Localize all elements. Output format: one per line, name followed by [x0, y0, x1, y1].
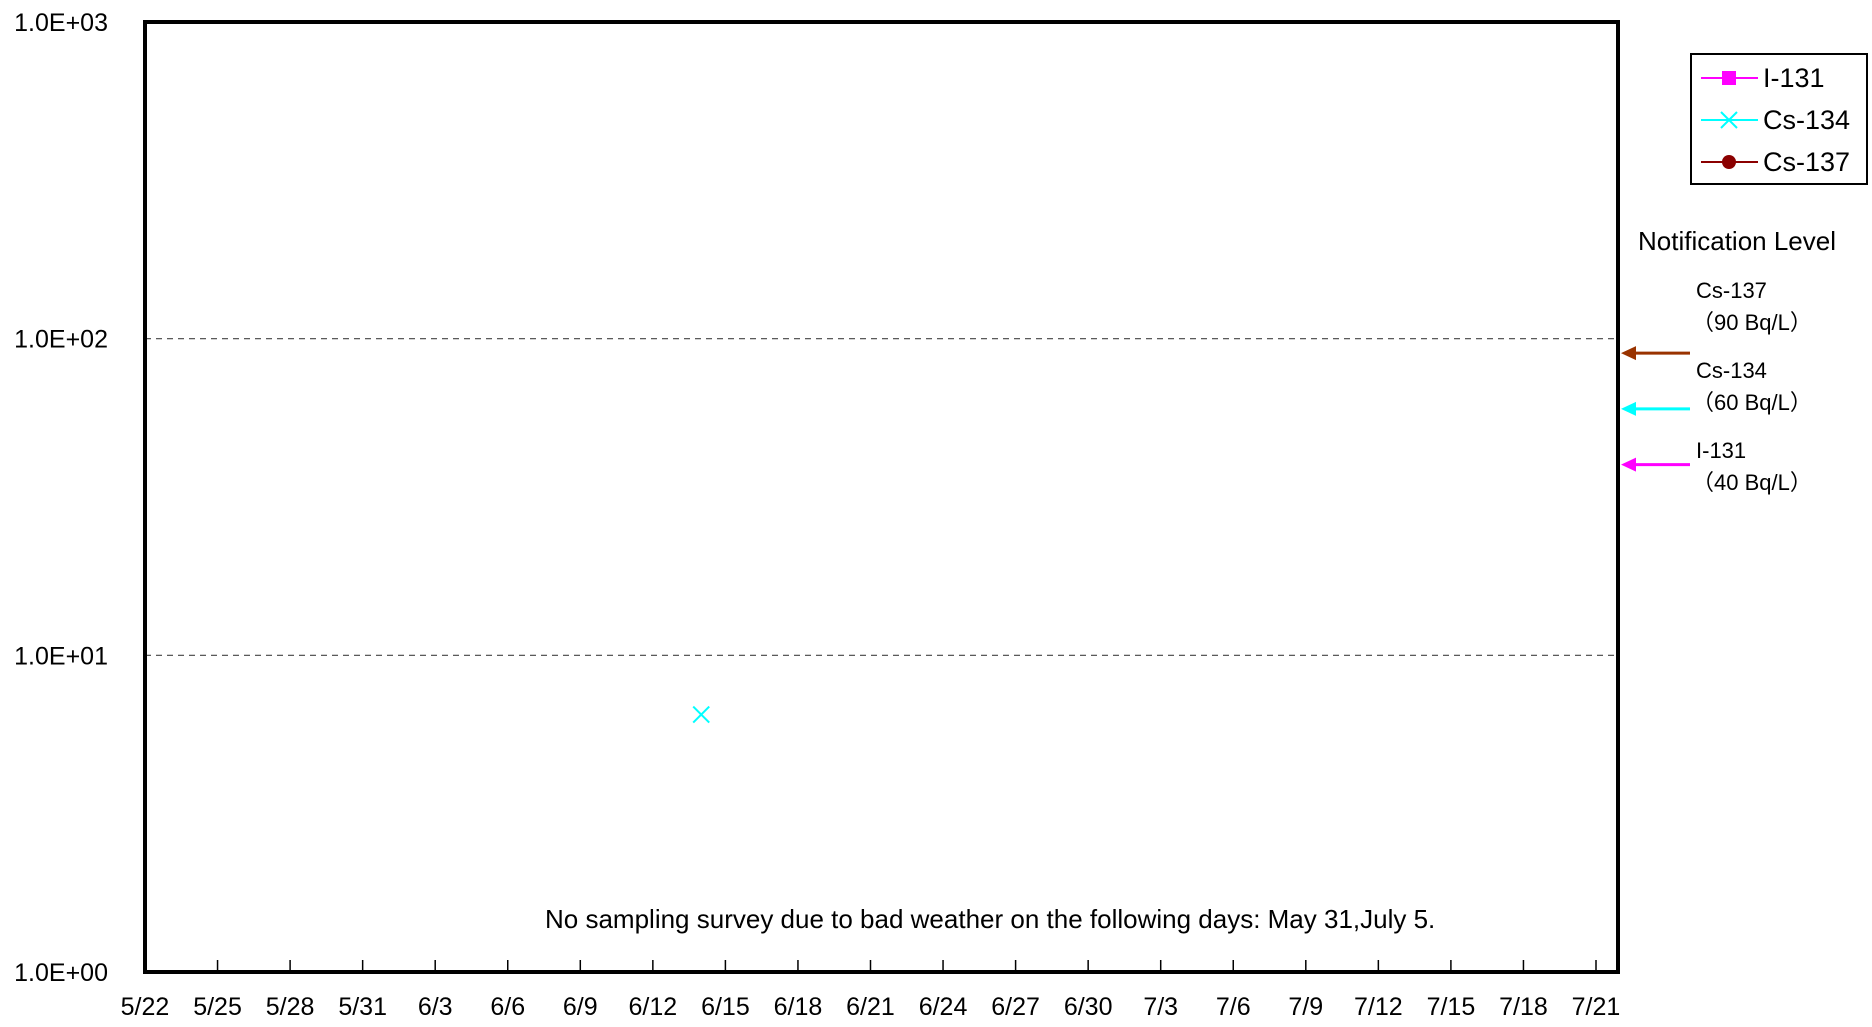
y-axis: 1.0E+00 1.0E+01 1.0E+02 1.0E+03	[14, 9, 108, 987]
data-points	[693, 707, 709, 723]
x-tick-label: 5/25	[193, 993, 242, 1021]
notification-level-title: Notification Level	[1638, 226, 1836, 256]
x-tick-label: 7/21	[1572, 993, 1621, 1021]
x-tick-label: 5/22	[121, 993, 170, 1021]
legend: I-131 Cs-134 Cs-137	[1691, 54, 1867, 184]
notification-arrow	[1621, 346, 1690, 360]
x-axis: 5/22 5/25 5/28 5/31 6/3 6/6 6/9 6/12 6/15 6/18 6/2…	[121, 960, 1621, 1021]
notification-level-item: I-131 （40 Bq/L）	[1621, 438, 1812, 495]
legend-label: I-131	[1763, 63, 1825, 93]
notification-level-item: Cs-137 （90 Bq/L）	[1621, 278, 1812, 360]
notification-nuclide: I-131	[1696, 438, 1746, 463]
notification-value: （60 Bq/L）	[1692, 390, 1812, 415]
annotation-text: No sampling survey due to bad weather on…	[545, 904, 1435, 934]
legend-marker	[1722, 155, 1736, 169]
notification-level-item: Cs-134 （60 Bq/L）	[1621, 358, 1812, 416]
notification-nuclide: Cs-137	[1696, 278, 1767, 303]
x-tick-label: 6/9	[563, 993, 598, 1021]
notification-value: （90 Bq/L）	[1692, 310, 1812, 335]
x-tick-label: 7/18	[1499, 993, 1548, 1021]
x-tick-label: 6/21	[846, 993, 895, 1021]
legend-label: Cs-134	[1763, 105, 1850, 135]
notification-arrow	[1621, 458, 1690, 472]
data-point-cs-134	[693, 707, 709, 723]
x-tick-label: 6/12	[629, 993, 678, 1021]
notification-value: （40 Bq/L）	[1692, 470, 1812, 495]
x-tick-label: 6/27	[991, 993, 1040, 1021]
x-tick-label: 7/9	[1288, 993, 1323, 1021]
legend-label: Cs-137	[1763, 147, 1850, 177]
x-tick-label: 7/15	[1427, 993, 1476, 1021]
x-tick-label: 6/15	[701, 993, 750, 1021]
x-tick-label: 7/3	[1143, 993, 1178, 1021]
y-tick-label: 1.0E+01	[14, 642, 108, 670]
x-tick-label: 5/31	[338, 993, 387, 1021]
x-tick-label: 6/24	[919, 993, 968, 1021]
notification-nuclide: Cs-134	[1696, 358, 1767, 383]
legend-marker	[1722, 71, 1736, 85]
notification-arrow	[1621, 402, 1690, 416]
x-tick-label: 6/18	[774, 993, 823, 1021]
notification-level: Notification Level Cs-137 （90 Bq/L） Cs-134…	[1621, 226, 1836, 495]
x-tick-label: 7/12	[1354, 993, 1403, 1021]
plot-frame	[145, 22, 1618, 972]
x-tick-label: 7/6	[1216, 993, 1251, 1021]
y-tick-label: 1.0E+03	[14, 9, 108, 37]
x-tick-label: 6/3	[418, 993, 453, 1021]
x-tick-label: 6/6	[490, 993, 525, 1021]
x-tick-label: 6/30	[1064, 993, 1113, 1021]
x-tick-label: 5/28	[266, 993, 315, 1021]
y-tick-label: 1.0E+02	[14, 326, 108, 354]
y-tick-label: 1.0E+00	[14, 959, 108, 987]
grid-lines	[145, 339, 1618, 656]
